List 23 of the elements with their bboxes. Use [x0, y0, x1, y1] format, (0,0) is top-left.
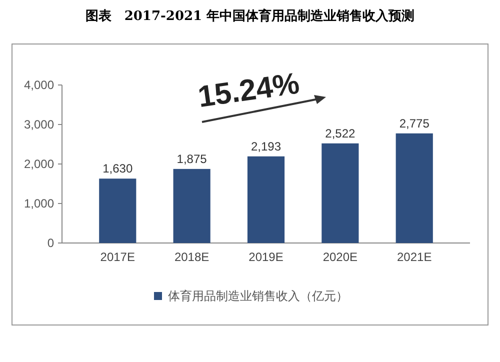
chart-title: 图表 2017-2021 年中国体育用品制造业销售收入预测	[85, 8, 415, 24]
legend-label: 体育用品制造业销售收入（亿元）	[168, 289, 348, 303]
y-tick-label: 4,000	[24, 78, 54, 92]
text: 2,522	[325, 126, 356, 140]
x-tick-label: 2019E	[248, 250, 284, 264]
bar	[99, 178, 136, 243]
x-tick-label: 2020E	[322, 250, 358, 264]
text: 2,193	[250, 139, 282, 154]
bar	[322, 143, 359, 243]
text: 1,630	[102, 162, 133, 176]
x-tick-label: 2017E	[100, 250, 135, 264]
y-tick-label: 3,000	[24, 118, 54, 132]
y-tick-label: 0	[47, 236, 54, 250]
annotation: 15.24%	[196, 67, 302, 114]
bar	[247, 156, 285, 243]
text: 1,875	[176, 152, 207, 166]
x-tick-label: 2018E	[174, 250, 210, 264]
x-tick-label: 2021E	[397, 250, 432, 264]
text: 2,775	[399, 116, 430, 130]
bar	[396, 133, 433, 243]
bar	[173, 168, 210, 243]
y-tick-label: 1,000	[24, 196, 54, 211]
y-tick-label: 2,000	[24, 157, 54, 172]
